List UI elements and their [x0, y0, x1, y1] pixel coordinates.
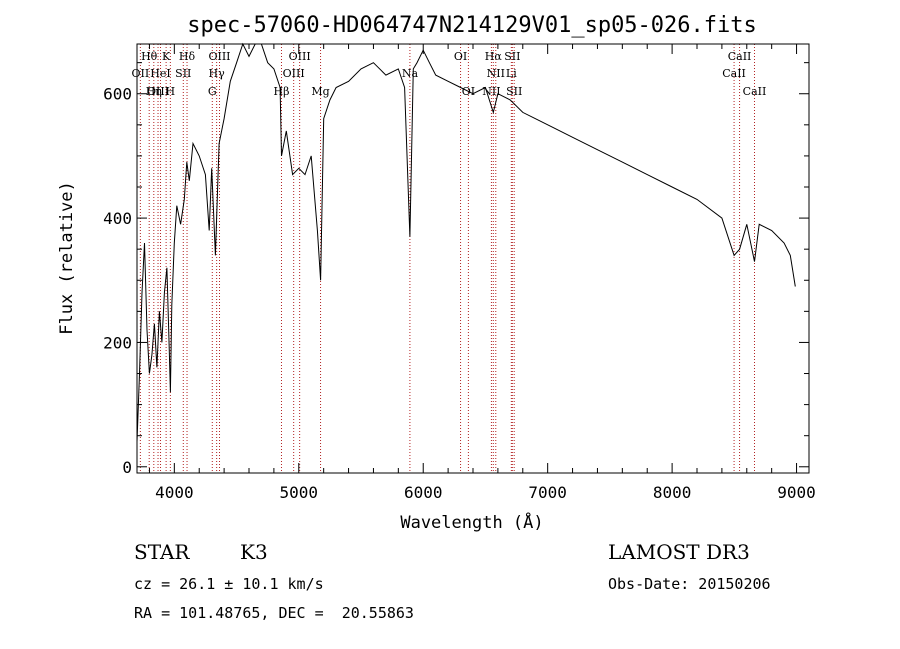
spectral-line-label-0: Hθ	[141, 50, 158, 63]
y-tick-label-600: 600	[103, 85, 132, 104]
spectral-line-label-7: H	[166, 85, 176, 98]
spectral-line-label-23: Li	[506, 67, 517, 80]
coordinates: RA = 101.48765, DEC = 20.55863	[134, 604, 414, 622]
plot-frame	[136, 43, 810, 474]
spectral-line-label-2: OIII	[147, 85, 169, 98]
spectral-line-label-26: CaII	[722, 67, 746, 80]
y-axis: 0 200 400 600	[103, 62, 809, 477]
y-tick-label-0: 0	[122, 458, 132, 477]
object-subclass: K3	[240, 540, 268, 564]
spectrum-line	[136, 42, 796, 442]
spectral-line-label-8: Hδ	[179, 50, 196, 63]
x-tick-label-8000: 8000	[653, 483, 692, 502]
spectral-marker-lines	[139, 44, 755, 473]
x-tick-label-6000: 6000	[404, 483, 443, 502]
spectral-line-label-3: K	[162, 50, 171, 63]
spectral-line-label-12: OIII	[289, 50, 311, 63]
spectral-line-label-13: OIII	[283, 67, 305, 80]
spectral-line-label-10: Hγ	[209, 67, 226, 80]
x-axis: 4000 5000 6000 7000 8000 9000	[148, 44, 816, 502]
chart-title: spec-57060-HD064747N214129V01_sp05-026.f…	[187, 13, 757, 38]
spectral-line-label-21: NII	[482, 85, 500, 98]
survey-name: LAMOST DR3	[608, 540, 750, 564]
spectral-line-label-1: OII	[132, 67, 150, 80]
x-axis-label: Wavelength (Å)	[400, 511, 543, 533]
spectral-line-label-11: G	[208, 85, 217, 98]
spectrum-series	[136, 42, 796, 442]
spectral-line-label-15: Mg	[311, 85, 329, 98]
y-axis-label: Flux (relative)	[57, 181, 77, 335]
spectral-line-label-9: OIII	[208, 50, 230, 63]
spectral-line-label-6: SII	[175, 67, 191, 80]
spectral-line-label-4: HeI	[150, 67, 170, 80]
spectral-line-label-25: CaII	[728, 50, 752, 63]
spectral-line-label-14: Hβ	[274, 85, 290, 98]
spectral-line-labels: Hθ OII OIII K HeI Hη SII H Hδ OIII Hγ G OIII OIII Hβ Mg…	[132, 50, 767, 98]
spectral-line-label-19: Hα	[485, 50, 503, 63]
observation-date: Obs-Date: 20150206	[608, 575, 771, 593]
x-tick-label-4000: 4000	[155, 483, 194, 502]
x-tick-label-7000: 7000	[528, 483, 567, 502]
spectral-line-label-16: Na	[402, 67, 419, 80]
spectral-line-label-5: Hη	[146, 85, 162, 98]
y-tick-label-400: 400	[103, 209, 132, 228]
object-class: STAR	[134, 540, 190, 564]
spectral-line-label-24: SII	[506, 85, 522, 98]
x-tick-label-9000: 9000	[777, 483, 816, 502]
x-tick-label-5000: 5000	[280, 483, 319, 502]
spectral-line-label-22: SII	[504, 50, 520, 63]
spectral-line-label-27: CaII	[743, 85, 767, 98]
spectral-line-label-17: OI	[454, 50, 467, 63]
spectral-line-label-18: OI	[462, 85, 475, 98]
redshift-velocity: cz = 26.1 ± 10.1 km/s	[134, 575, 324, 593]
y-tick-label-200: 200	[103, 333, 132, 352]
spectral-line-label-20: NII	[487, 67, 505, 80]
